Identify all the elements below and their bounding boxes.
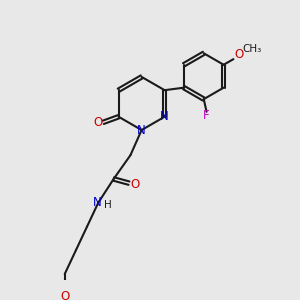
Text: O: O [234,48,244,62]
Text: O: O [60,290,69,300]
Text: CH₃: CH₃ [242,44,261,54]
Text: O: O [94,116,103,129]
Text: O: O [130,178,139,191]
Text: N: N [137,124,146,136]
Text: F: F [203,109,210,122]
Text: N: N [160,110,169,123]
Text: N: N [92,196,101,209]
Text: H: H [104,200,112,210]
